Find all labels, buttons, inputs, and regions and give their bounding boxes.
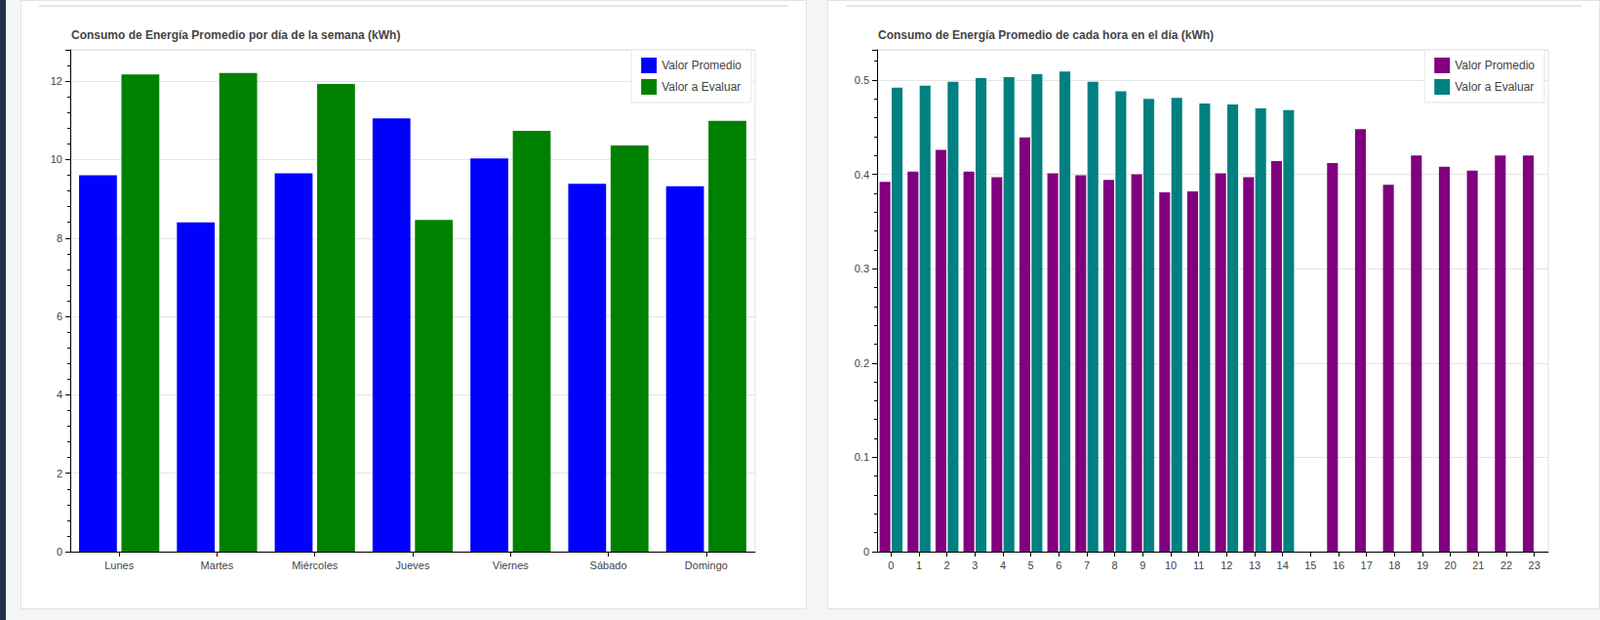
svg-text:Consumo de Energía Promedio po: Consumo de Energía Promedio por día de l… (71, 28, 400, 42)
svg-text:Consumo de Energía Promedio de: Consumo de Energía Promedio de cada hora… (878, 28, 1214, 42)
svg-text:0.4: 0.4 (854, 168, 870, 181)
svg-text:Domingo: Domingo (684, 559, 728, 571)
svg-text:0.2: 0.2 (854, 357, 870, 369)
svg-text:17: 17 (1360, 559, 1373, 571)
svg-text:1: 1 (916, 559, 922, 571)
svg-text:7: 7 (1083, 559, 1090, 571)
svg-text:10: 10 (50, 153, 63, 165)
svg-text:23: 23 (1528, 559, 1541, 571)
svg-text:4: 4 (1000, 559, 1006, 571)
svg-text:21: 21 (1472, 559, 1484, 571)
svg-text:19: 19 (1416, 559, 1429, 571)
svg-text:3: 3 (971, 559, 978, 571)
svg-text:0: 0 (56, 545, 63, 558)
svg-text:10: 10 (1164, 559, 1177, 571)
svg-text:18: 18 (1388, 559, 1400, 571)
svg-text:9: 9 (1139, 559, 1146, 571)
svg-text:0: 0 (887, 559, 894, 571)
svg-text:13: 13 (1248, 559, 1261, 571)
svg-text:Martes: Martes (200, 559, 235, 571)
svg-text:2: 2 (944, 559, 951, 571)
svg-text:Valor Promedio: Valor Promedio (661, 58, 742, 73)
svg-text:Valor a Evaluar: Valor a Evaluar (1454, 80, 1534, 94)
svg-text:6: 6 (56, 310, 63, 322)
svg-text:22: 22 (1500, 559, 1513, 571)
svg-text:0.1: 0.1 (854, 450, 870, 463)
svg-text:Miércoles: Miércoles (291, 559, 339, 571)
svg-text:Lunes: Lunes (104, 559, 134, 571)
svg-text:Valor Promedio: Valor Promedio (1454, 58, 1535, 73)
svg-text:16: 16 (1332, 559, 1345, 571)
svg-text:Valor a Evaluar: Valor a Evaluar (661, 80, 741, 94)
svg-text:0.5: 0.5 (854, 74, 870, 86)
svg-text:15: 15 (1304, 559, 1317, 571)
svg-text:20: 20 (1444, 559, 1457, 571)
svg-text:11: 11 (1193, 559, 1204, 571)
svg-text:2: 2 (56, 467, 63, 480)
svg-text:8: 8 (1112, 559, 1119, 571)
svg-text:Sábado: Sábado (590, 559, 628, 571)
svg-text:Jueves: Jueves (396, 559, 431, 571)
svg-text:12: 12 (50, 75, 63, 87)
svg-text:4: 4 (56, 388, 63, 400)
svg-text:5: 5 (1028, 559, 1035, 571)
svg-text:14: 14 (1277, 559, 1289, 571)
svg-text:Viernes: Viernes (492, 559, 530, 571)
svg-text:6: 6 (1055, 559, 1062, 571)
svg-text:8: 8 (56, 232, 63, 244)
svg-text:12: 12 (1220, 559, 1233, 571)
svg-text:0.3: 0.3 (854, 262, 870, 275)
svg-text:0: 0 (863, 545, 870, 558)
